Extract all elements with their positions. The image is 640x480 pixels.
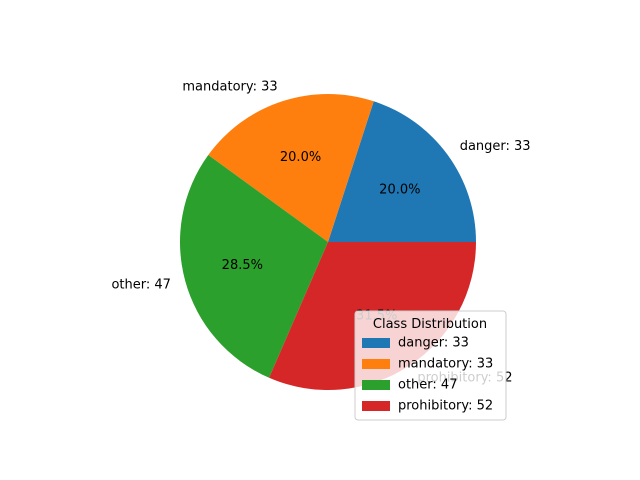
slice-label-mandatory: mandatory: 33 <box>182 80 277 95</box>
legend-swatch-prohibitory <box>362 401 390 411</box>
pie-slice-danger <box>328 101 476 242</box>
legend-label-mandatory: mandatory: 33 <box>398 357 493 372</box>
slice-label-other: other: 47 <box>111 277 170 292</box>
percent-label-mandatory: 20.0% <box>280 150 321 165</box>
legend-label-danger: danger: 33 <box>398 336 469 351</box>
legend-entries: danger: 33 mandatory: 33 other: 47 prohibit… <box>362 336 493 414</box>
legend: Class Distribution danger: 33 mandatory: … <box>354 310 507 421</box>
legend-label-other: other: 47 <box>398 378 457 393</box>
legend-swatch-danger <box>362 338 390 348</box>
slice-label-danger: danger: 33 <box>460 139 531 154</box>
pie-slice-other <box>180 155 328 378</box>
percent-label-danger: 20.0% <box>379 182 420 197</box>
legend-title: Class Distribution <box>373 317 487 332</box>
pie-slice-mandatory <box>208 94 374 242</box>
legend-box <box>354 310 507 421</box>
percent-label-other: 28.5% <box>222 258 263 273</box>
legend-swatch-other <box>362 380 390 390</box>
legend-label-prohibitory: prohibitory: 52 <box>398 399 493 414</box>
legend-swatch-mandatory <box>362 359 390 369</box>
